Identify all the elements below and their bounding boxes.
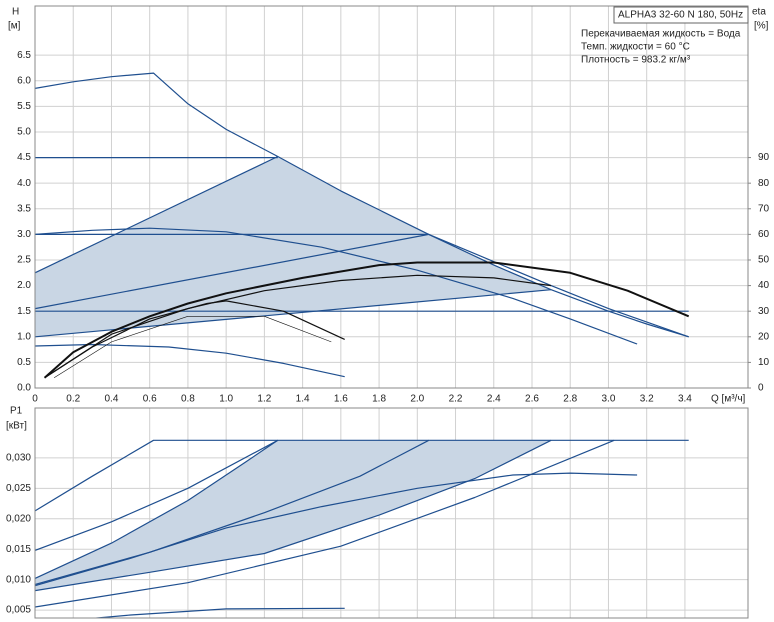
y-label: H — [12, 7, 19, 18]
y2-tick-label: 40 — [758, 280, 770, 291]
y-tick-label: 1.0 — [17, 331, 31, 342]
y-tick-label: 4.0 — [17, 178, 31, 189]
x-tick-label: 1.6 — [334, 394, 348, 405]
curve — [53, 315, 332, 379]
curve — [44, 300, 345, 379]
area — [35, 156, 552, 337]
curve — [35, 439, 279, 551]
liquid: Перекачиваемая жидкость = Вода — [581, 29, 741, 40]
y-label: P1 — [10, 406, 23, 417]
y2-tick-label: 30 — [758, 306, 770, 317]
x-tick-label: 0.6 — [143, 394, 157, 405]
curve — [35, 72, 689, 338]
x-tick-label: 0.8 — [181, 394, 195, 405]
y-tick-label: 6.5 — [17, 50, 31, 61]
y-tick-label: 0,025 — [6, 483, 31, 494]
y-tick-label: 0,020 — [6, 513, 31, 524]
y2-unit: [%] — [754, 21, 769, 32]
x-tick-label: 2.2 — [449, 394, 463, 405]
y-tick-label: 3.0 — [17, 229, 31, 240]
y2-tick-label: 80 — [758, 178, 770, 189]
x-tick-label: 0 — [32, 394, 38, 405]
y-tick-label: 4.5 — [17, 152, 31, 163]
y-tick-label: 3.5 — [17, 203, 31, 214]
density: Плотность = 983.2 кг/м³ — [581, 55, 691, 66]
curve — [35, 439, 552, 592]
x-label: Q [м³/ч] — [711, 394, 746, 405]
x-tick-label: 1.4 — [296, 394, 310, 405]
curve — [35, 439, 615, 608]
temperature: Темп. жидкости = 60 °C — [581, 42, 690, 53]
x-tick-label: 3.4 — [678, 394, 692, 405]
plot-frame — [34, 407, 749, 619]
curve — [43, 261, 690, 379]
y-tick-label: 0.0 — [17, 383, 31, 394]
y-tick-label: 2.5 — [17, 255, 31, 266]
x-tick-label: 2.6 — [525, 394, 539, 405]
y2-tick-label: 90 — [758, 152, 770, 163]
x-tick-label: 3.0 — [602, 394, 616, 405]
curve — [35, 289, 552, 338]
x-tick-label: 0.2 — [66, 394, 80, 405]
curve — [35, 155, 279, 274]
x-tick-label: 2.0 — [410, 394, 424, 405]
curve — [35, 439, 689, 512]
y2-tick-label: 60 — [758, 229, 770, 240]
y-tick-label: 1.5 — [17, 306, 31, 317]
x-tick-label: 3.2 — [640, 394, 654, 405]
plot: 0 0.2 0.4 0.6 0.8 1.0 1.2 1.4 1.6 1.8 2.0 2.2 2.4 2.6… — [17, 5, 770, 405]
curve — [35, 439, 279, 579]
curve — [428, 233, 689, 338]
y-tick-label: 0.5 — [17, 357, 31, 368]
y2-tick-label: 50 — [758, 255, 770, 266]
y-unit: [кВт] — [6, 421, 27, 432]
curve — [35, 472, 638, 587]
plot-frame — [34, 5, 749, 389]
y-tick-label: 0,030 — [6, 453, 31, 464]
plot: 0,005 0,010 0,015 0,020 0,025 0,030 — [6, 407, 749, 619]
y2-tick-label: 0 — [758, 383, 764, 394]
x-tick-label: 0.4 — [105, 394, 119, 405]
y2-tick-label: 10 — [758, 357, 770, 368]
y2-label: eta — [752, 7, 766, 18]
x-tick-label: 1.0 — [219, 394, 233, 405]
curve — [35, 439, 430, 586]
series-layer — [35, 439, 689, 618]
curve — [35, 227, 638, 345]
y-tick-label: 5.0 — [17, 127, 31, 138]
y-unit: [м] — [8, 21, 21, 32]
y-tick-label: 0,005 — [6, 605, 31, 616]
area — [35, 440, 552, 591]
model-box — [613, 6, 749, 24]
curve — [90, 607, 345, 618]
curve — [35, 343, 345, 378]
curve — [35, 233, 429, 310]
curve — [44, 274, 552, 379]
model: ALPHA3 32-60 N 180, 50Hz — [618, 10, 743, 21]
y-tick-label: 2.0 — [17, 280, 31, 291]
y2-tick-label: 70 — [758, 203, 770, 214]
x-tick-label: 2.4 — [487, 394, 501, 405]
x-tick-label: 2.8 — [563, 394, 577, 405]
y-tick-label: 0,015 — [6, 544, 31, 555]
x-tick-label: 1.2 — [257, 394, 271, 405]
y2-tick-label: 20 — [758, 331, 770, 342]
series-layer — [35, 72, 690, 379]
y-tick-label: 6.0 — [17, 75, 31, 86]
x-tick-label: 1.8 — [372, 394, 386, 405]
y-tick-label: 0,010 — [6, 574, 31, 585]
y-tick-label: 5.5 — [17, 101, 31, 112]
